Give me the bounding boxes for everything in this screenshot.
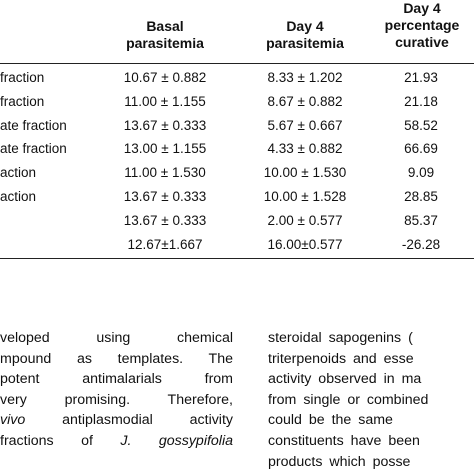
text-line: steroidal sapogenins (: [268, 330, 413, 346]
table-cell: 21.93: [404, 70, 438, 85]
table-cell: ate fraction: [0, 117, 67, 133]
table-cell: 10.00 ± 1.528: [263, 189, 347, 204]
table-rule: [0, 258, 474, 259]
text-line: products which posse: [268, 453, 411, 470]
table-cell: 13.67 ± 0.333: [123, 212, 207, 228]
table-cell: 4.33 ± 0.882: [267, 141, 343, 157]
table-cell: action: [0, 165, 37, 181]
text-line: triterpenoids and esse: [268, 350, 414, 367]
text-span: fractions of: [0, 433, 121, 449]
table-cell: 13.67 ± 0.333: [123, 189, 207, 204]
table-cell: 16.00±0.577: [267, 236, 343, 252]
text-line: could be the same: [268, 412, 393, 429]
text-span: potent antimalarials from: [0, 371, 233, 388]
text-line: constituents have been: [268, 433, 420, 449]
table-header: Day 4 parasitemia: [266, 18, 344, 51]
table-cell: 12.67±1.667: [127, 236, 203, 252]
text-line: from single or combined: [268, 391, 429, 408]
table-cell: 9.09: [407, 165, 435, 181]
text-span: antiplasmodial activity: [25, 412, 233, 429]
text-span: J. gossypifolia: [120, 433, 233, 449]
table-header: Day 4 percentage curative: [384, 0, 460, 50]
text-span: very promising. Therefore,: [0, 391, 233, 408]
table-cell: 13.67 ± 0.333: [123, 117, 207, 133]
table-cell: -26.28: [401, 236, 441, 252]
text-span: veloped using chemical: [0, 330, 233, 346]
table-cell: 2.00 ± 0.577: [267, 212, 343, 228]
text-line: potent antimalarials from: [0, 370, 233, 388]
text-line: vivo antiplasmodial activity: [0, 411, 233, 429]
table-cell: 66.69: [404, 141, 438, 157]
table-cell: 8.67 ± 0.882: [267, 93, 343, 109]
table-cell: fraction: [0, 70, 45, 85]
table-cell: 85.37: [404, 212, 438, 228]
table-cell: 58.52: [404, 117, 438, 133]
text-span: mpound as templates. The: [0, 350, 233, 367]
table-cell: 11.00 ± 1.155: [124, 93, 206, 109]
table-cell: 28.85: [404, 189, 438, 204]
text-line: activity observed in ma: [268, 371, 422, 388]
table-cell: 11.00 ± 1.530: [124, 165, 206, 181]
table-cell: 5.67 ± 0.667: [267, 117, 343, 133]
text-line: very promising. Therefore,: [0, 391, 233, 409]
text-line: fractions of J. gossypifolia: [0, 432, 233, 450]
table-rule: [0, 63, 474, 64]
table-cell: 8.33 ± 1.202: [267, 70, 343, 85]
table-cell: 10.67 ± 0.882: [123, 70, 207, 85]
table-cell: 21.18: [404, 93, 438, 109]
text-span: vivo: [0, 412, 26, 429]
table-cell: ate fraction: [0, 141, 67, 157]
table-cell: fraction: [0, 93, 45, 109]
text-line: mpound as templates. The: [0, 350, 233, 368]
text-line: veloped using chemical: [0, 329, 233, 347]
table-header: Basal parasitemia: [126, 18, 204, 51]
table-cell: 13.00 ± 1.155: [123, 141, 207, 157]
table-cell: 10.00 ± 1.530: [263, 165, 347, 181]
table-cell: action: [0, 189, 37, 204]
